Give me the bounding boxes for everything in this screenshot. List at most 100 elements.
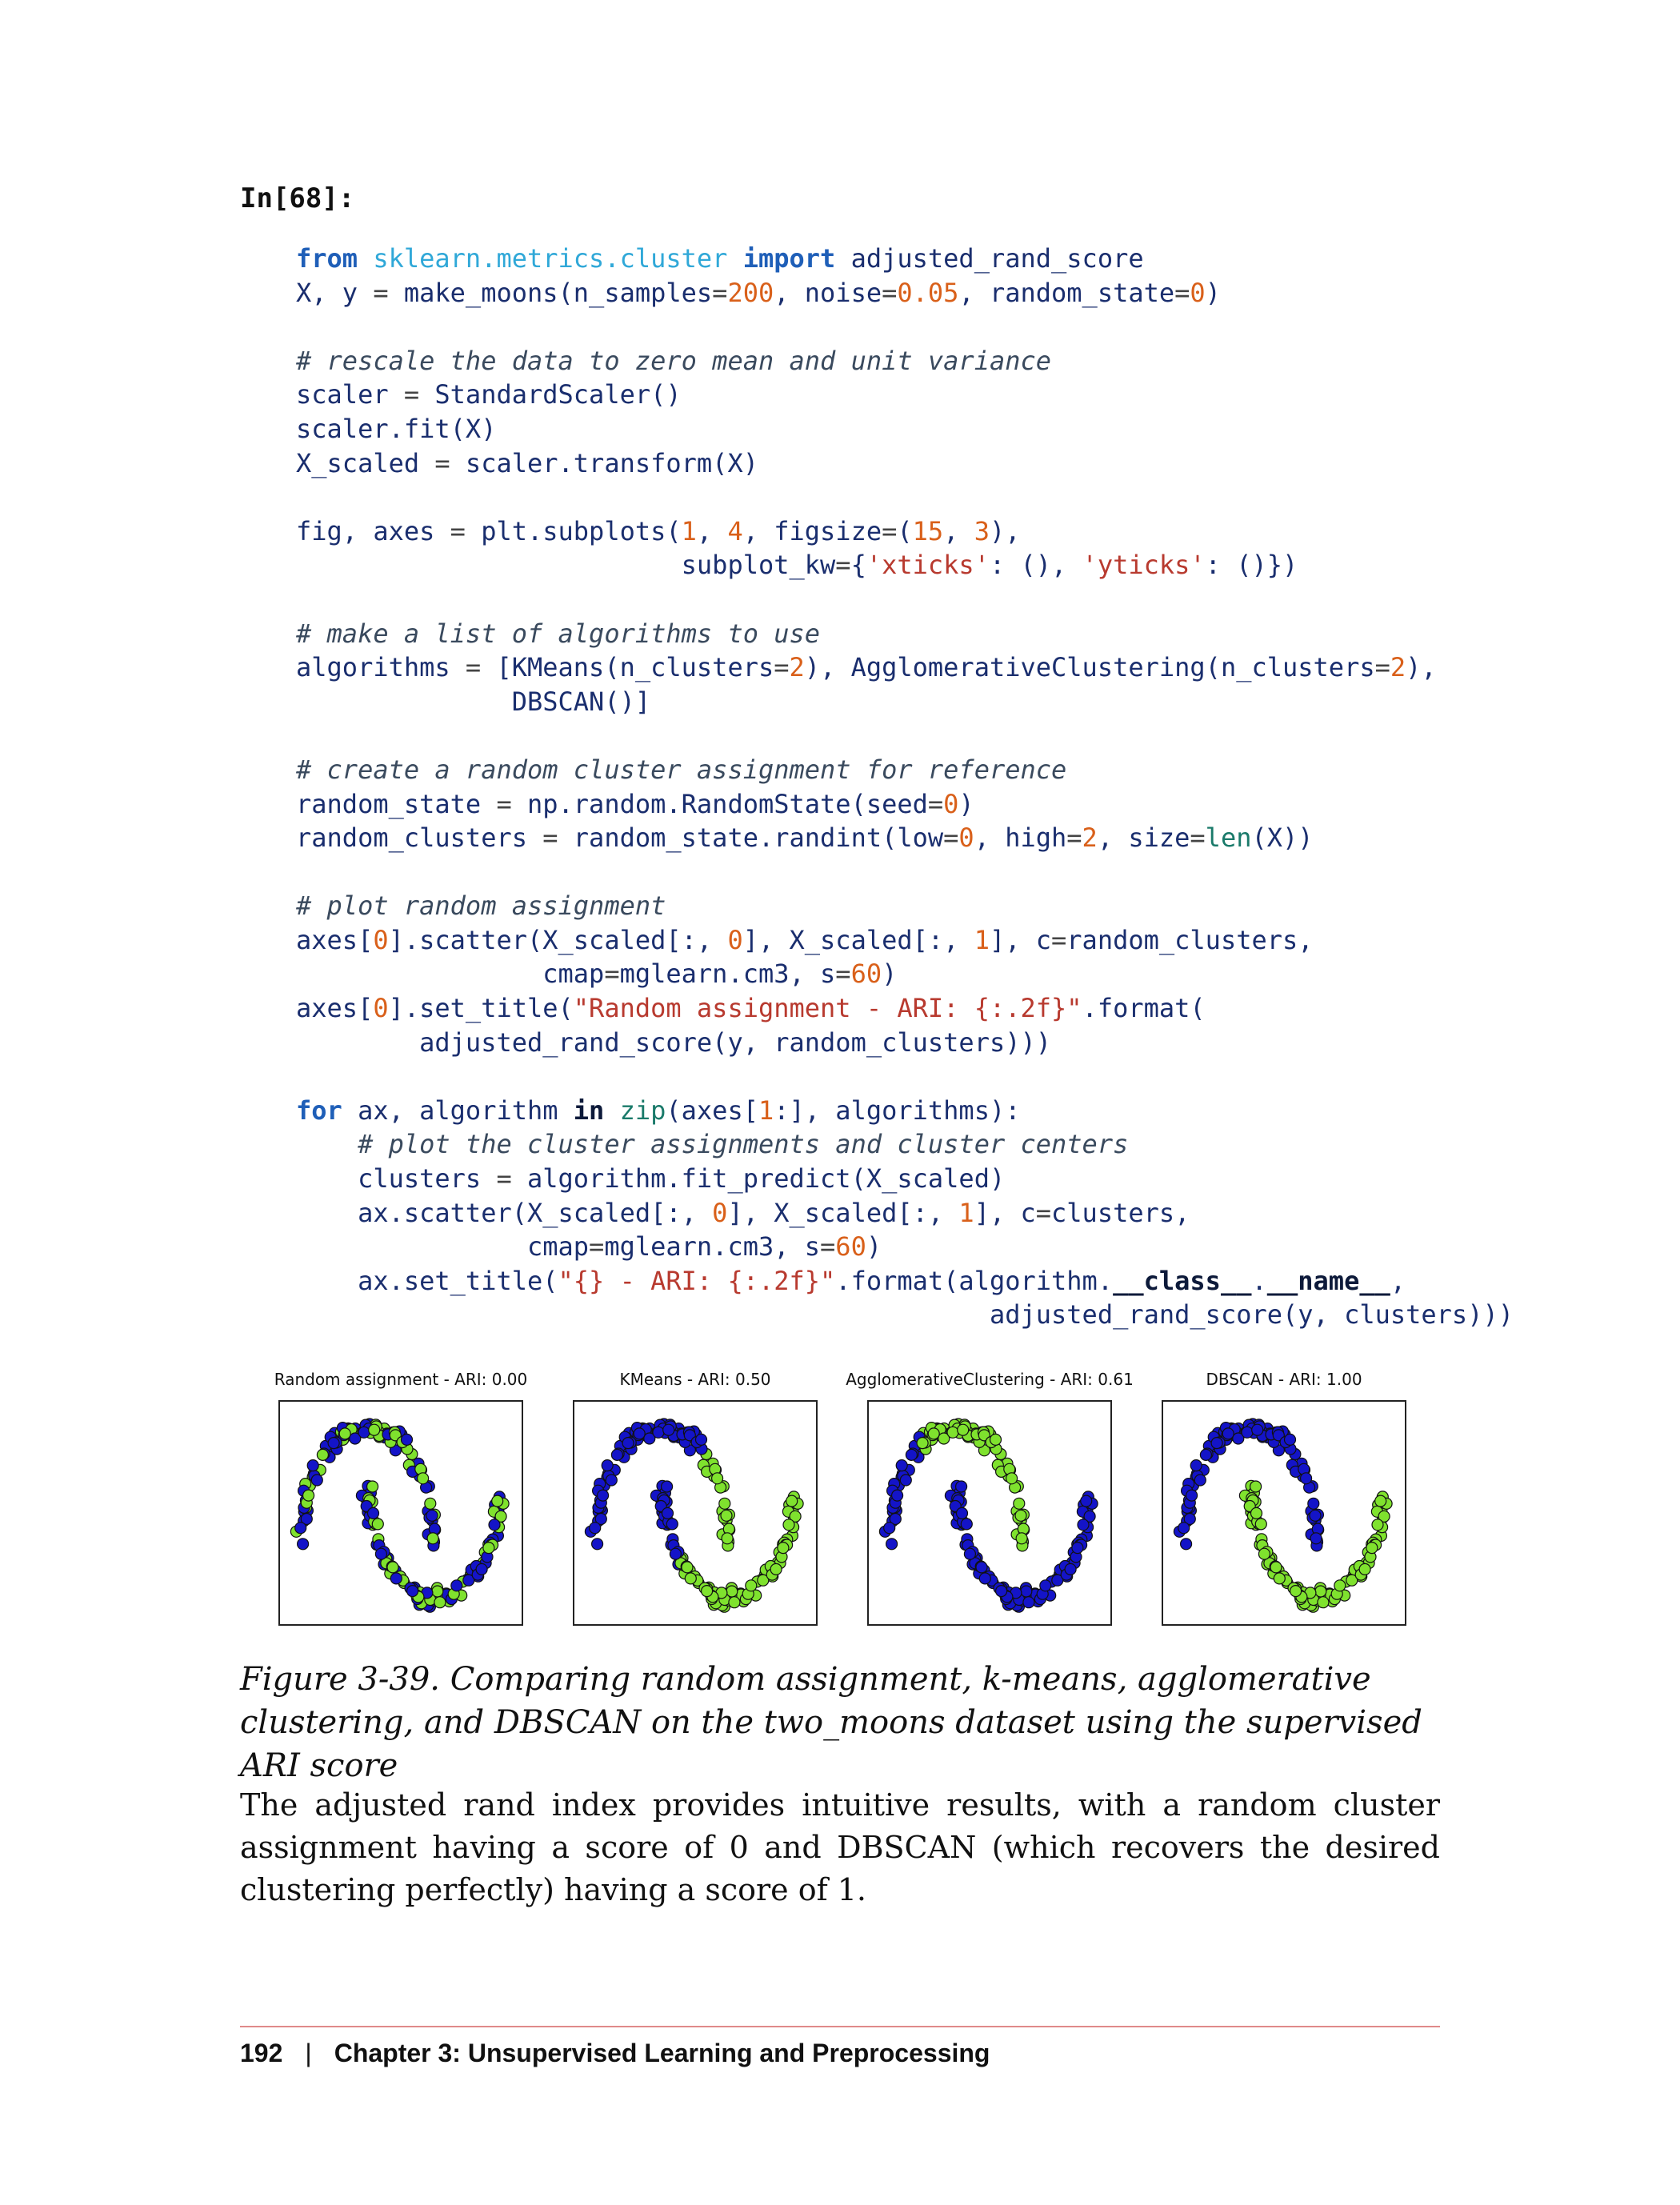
scatter-point: [1366, 1542, 1378, 1555]
code-token: "Random assignment - ARI: {:.2f}": [573, 993, 1082, 1024]
code-token: =: [882, 277, 898, 308]
scatter-point: [450, 1579, 463, 1592]
code-token: adjusted_rand_score(y, clusters))): [296, 1299, 1514, 1331]
code-token: plt.subplots(: [465, 515, 682, 546]
scatter-point: [1317, 1596, 1330, 1609]
scatter-point: [711, 1472, 724, 1485]
scatter-point: [1185, 1489, 1198, 1502]
code-token: =: [496, 1163, 512, 1195]
code-line: for ax, algorithm in zip(axes[1:], algor…: [296, 1094, 1514, 1128]
code-token: ].set_title(: [388, 993, 574, 1024]
scatter-point: [302, 1489, 315, 1502]
scatter-point: [1080, 1495, 1093, 1507]
scatter-point: [1378, 1510, 1390, 1523]
body-paragraph: The adjusted rand index provides intuiti…: [240, 1787, 1440, 1907]
code-token: :], algorithms):: [774, 1094, 1021, 1126]
chapter-title: Chapter 3: Unsupervised Learning and Pre…: [334, 2039, 990, 2067]
code-line: [296, 480, 1514, 514]
scatter-point: [400, 1433, 414, 1447]
code-token: ], X_scaled[:,: [742, 924, 974, 955]
scatter-point: [297, 1538, 310, 1551]
code-token: : (),: [989, 550, 1082, 581]
scatter-point: [1232, 1432, 1245, 1445]
scatter-point: [1006, 1472, 1018, 1485]
scatter-point: [349, 1432, 362, 1445]
panel-title: Random assignment - ARI: 0.00: [274, 1370, 528, 1389]
code-line: [296, 1059, 1514, 1094]
code-token: ax, algorithm: [342, 1094, 574, 1126]
code-line: ax.set_title("{} - ARI: {:.2f}".format(a…: [296, 1264, 1514, 1299]
scatter-point: [1039, 1579, 1052, 1592]
scatter-point: [1273, 1572, 1286, 1585]
code-token: 2: [789, 652, 805, 683]
code-token: ax.scatter(X_scaled[:,: [296, 1197, 713, 1228]
code-token: ], c: [974, 1197, 1036, 1228]
scatter-point: [960, 1518, 973, 1531]
code-token: =: [604, 958, 620, 990]
scatter-point: [938, 1432, 950, 1445]
scatter-point: [366, 1480, 379, 1493]
scatter-point: [1346, 1574, 1358, 1587]
scatter-point: [786, 1495, 798, 1507]
code-token: : ()}): [1205, 550, 1298, 581]
scatter-point: [660, 1480, 674, 1493]
code-token: random_state.randint(low: [558, 822, 944, 854]
code-token: import: [742, 243, 836, 274]
scatter-point: [300, 1512, 313, 1526]
scatter-plot: [573, 1400, 818, 1626]
scatter-point: [622, 1436, 634, 1450]
scatter-point: [757, 1574, 770, 1587]
scatter-point: [782, 1519, 795, 1531]
code-token: ): [1205, 277, 1221, 308]
code-token: =: [1374, 652, 1390, 683]
scatter-point: [1300, 1472, 1313, 1485]
scatter-point: [684, 1572, 697, 1585]
code-token: 4: [727, 515, 743, 546]
code-token: 15: [912, 515, 944, 546]
code-token: random_clusters: [296, 822, 543, 854]
code-token: =: [542, 822, 558, 854]
code-token: ,: [1390, 1265, 1406, 1296]
scatter-point: [417, 1472, 430, 1485]
code-line: # plot random assignment: [296, 889, 1514, 923]
scatter-point: [777, 1542, 790, 1555]
code-token: {: [850, 550, 866, 581]
scatter-point: [316, 1448, 330, 1462]
code-token: clusters: [296, 1163, 497, 1195]
code-token: ].scatter(X_scaled[:,: [388, 924, 728, 955]
code-line: algorithms = [KMeans(n_clusters=2), Aggl…: [296, 650, 1514, 685]
scatter-point: [1258, 1547, 1270, 1560]
panel-title: KMeans - ARI: 0.50: [619, 1370, 771, 1389]
code-token: =: [373, 277, 389, 308]
scatter-point: [916, 1436, 929, 1450]
code-token: cmap: [296, 958, 605, 990]
scatter-point: [905, 1448, 918, 1462]
scatter-point: [1178, 1522, 1190, 1535]
scatter-point: [1309, 1509, 1322, 1522]
scatter-point: [1241, 1426, 1254, 1439]
scatter-point: [633, 1427, 646, 1440]
scatter-point: [426, 1532, 439, 1545]
scatter-point: [1083, 1510, 1096, 1523]
code-token: =: [496, 788, 512, 819]
scatter-point: [1222, 1427, 1234, 1440]
scatter-point: [886, 1538, 898, 1551]
code-token: =: [943, 822, 959, 854]
scatter-point: [1290, 1585, 1302, 1598]
code-token: , high: [974, 822, 1067, 854]
scatter-point: [390, 1572, 402, 1585]
code-line: adjusted_rand_score(y, clusters))): [296, 1298, 1514, 1332]
scatter-point: [386, 1561, 399, 1574]
scatter-point: [589, 1522, 602, 1535]
scatter-point: [310, 1474, 323, 1487]
scatter-point: [434, 1596, 446, 1609]
code-token: =: [434, 447, 450, 478]
code-token: .format(: [1082, 993, 1206, 1024]
code-token: scaler.transform(X): [450, 447, 758, 478]
scatter-point: [358, 1426, 370, 1439]
scatter-point: [594, 1512, 607, 1526]
code-token: 1: [758, 1094, 774, 1126]
code-token: ),: [1406, 652, 1437, 683]
scatter-point: [462, 1574, 475, 1587]
code-token: =: [589, 1231, 605, 1263]
